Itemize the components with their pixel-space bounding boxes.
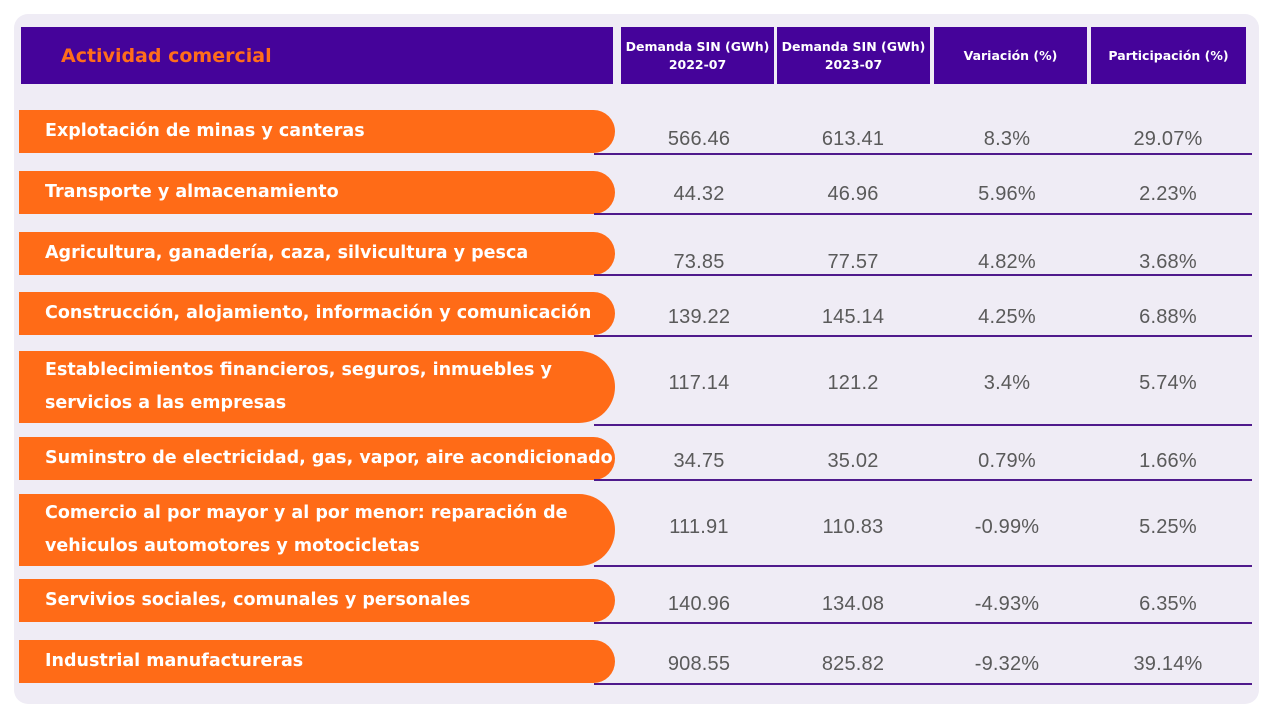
activity-label: Explotación de minas y canteras (19, 110, 615, 153)
cell-share: 5.74% (1139, 372, 1197, 394)
cell-variation: -0.99% (974, 516, 1040, 538)
activity-label: Servivios sociales, comunales y personal… (19, 579, 615, 622)
row-divider (594, 683, 1252, 685)
cell-variation: 8.3% (983, 128, 1031, 150)
row-divider (594, 622, 1252, 624)
activity-label-text: Explotación de minas y canteras (45, 121, 365, 141)
activity-label: Industrial manufactureras (19, 640, 615, 683)
cell-demand-2023: 77.57 (827, 251, 879, 273)
activity-label-text: Suminstro de electricidad, gas, vapor, a… (45, 448, 613, 468)
column-header-share: Participación (%) (1091, 27, 1246, 84)
activity-label: Construcción, alojamiento, información y… (19, 292, 615, 335)
activity-label: Agricultura, ganadería, caza, silvicultu… (19, 232, 615, 275)
activity-label-text: Establecimientos financieros, seguros, i… (45, 360, 552, 413)
activity-label-text: Agricultura, ganadería, caza, silvicultu… (45, 243, 529, 263)
activity-label-text: Construcción, alojamiento, información y… (45, 303, 592, 323)
column-header-demand-2022: Demanda SIN (GWh) 2022-07 (621, 27, 774, 84)
cell-demand-2023: 825.82 (821, 653, 885, 675)
cell-demand-2022: 117.14 (668, 372, 730, 394)
activity-label-text: Servivios sociales, comunales y personal… (45, 590, 471, 610)
cell-share: 39.14% (1133, 653, 1203, 675)
cell-demand-2023: 35.02 (827, 450, 879, 472)
column-header-demand-2023: Demanda SIN (GWh) 2023-07 (777, 27, 930, 84)
cell-demand-2022: 34.75 (673, 450, 725, 472)
cell-variation: 5.96% (978, 183, 1036, 205)
cell-demand-2023: 145.14 (821, 306, 885, 328)
row-divider (594, 565, 1252, 567)
row-divider (594, 213, 1252, 215)
cell-demand-2022: 566.46 (667, 128, 731, 150)
cell-demand-2022: 908.55 (667, 653, 731, 675)
cell-share: 5.25% (1139, 516, 1197, 538)
activity-label-text: Transporte y almacenamiento (45, 182, 339, 202)
cell-share: 6.88% (1139, 306, 1197, 328)
cell-share: 2.23% (1139, 183, 1197, 205)
cell-demand-2022: 44.32 (673, 183, 725, 205)
row-divider (594, 153, 1252, 155)
table-title: Actividad comercial (21, 27, 613, 84)
row-divider (594, 479, 1252, 481)
cell-variation: 0.79% (978, 450, 1036, 472)
cell-demand-2022: 140.96 (667, 593, 731, 615)
cell-demand-2023: 134.08 (821, 593, 885, 615)
cell-demand-2022: 73.85 (673, 251, 725, 273)
cell-variation: 4.82% (978, 251, 1036, 273)
activity-label-text: Industrial manufactureras (45, 651, 304, 671)
row-divider (594, 274, 1252, 276)
column-header-variation: Variación (%) (934, 27, 1087, 84)
cell-demand-2022: 111.91 (669, 516, 729, 538)
cell-share: 6.35% (1139, 593, 1197, 615)
cell-variation: -9.32% (974, 653, 1040, 675)
activity-label: Suminstro de electricidad, gas, vapor, a… (19, 437, 615, 480)
activity-label-text: Comercio al por mayor y al por menor: re… (45, 503, 568, 556)
cell-demand-2023: 121.2 (827, 372, 879, 394)
cell-demand-2023: 110.83 (822, 516, 884, 538)
cell-variation: 3.4% (983, 372, 1031, 394)
activity-label: Comercio al por mayor y al por menor: re… (19, 494, 615, 566)
activity-label: Transporte y almacenamiento (19, 171, 615, 214)
cell-share: 1.66% (1139, 450, 1197, 472)
row-divider (594, 424, 1252, 426)
cell-share: 29.07% (1133, 128, 1203, 150)
cell-demand-2023: 46.96 (827, 183, 879, 205)
cell-demand-2022: 139.22 (667, 306, 731, 328)
row-divider (594, 335, 1252, 337)
activity-label: Establecimientos financieros, seguros, i… (19, 351, 615, 423)
cell-variation: 4.25% (978, 306, 1036, 328)
cell-demand-2023: 613.41 (821, 128, 885, 150)
cell-variation: -4.93% (974, 593, 1040, 615)
cell-share: 3.68% (1139, 251, 1197, 273)
